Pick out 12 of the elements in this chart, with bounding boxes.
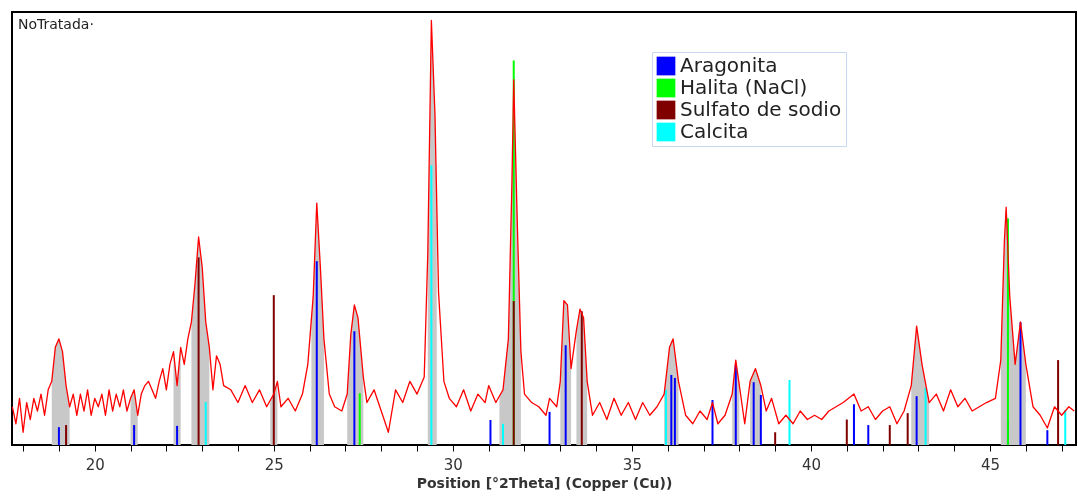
legend-label: Calcita	[680, 119, 749, 143]
legend-label: Sulfato de sodio	[680, 97, 842, 121]
x-tick-label: 20	[85, 455, 105, 474]
x-tick-label: 40	[801, 455, 822, 474]
legend-label: Halita (NaCl)	[680, 75, 808, 99]
x-axis-title: Position [°2Theta] (Copper (Cu))	[416, 474, 673, 491]
chart-title: NoTratada·	[18, 16, 94, 32]
x-tick-label: 45	[981, 455, 1001, 474]
x-tick-label: 35	[622, 455, 642, 474]
x-tick-label: 25	[264, 455, 284, 474]
legend-label: Aragonita	[680, 53, 778, 77]
x-tick-label: 30	[443, 455, 463, 474]
